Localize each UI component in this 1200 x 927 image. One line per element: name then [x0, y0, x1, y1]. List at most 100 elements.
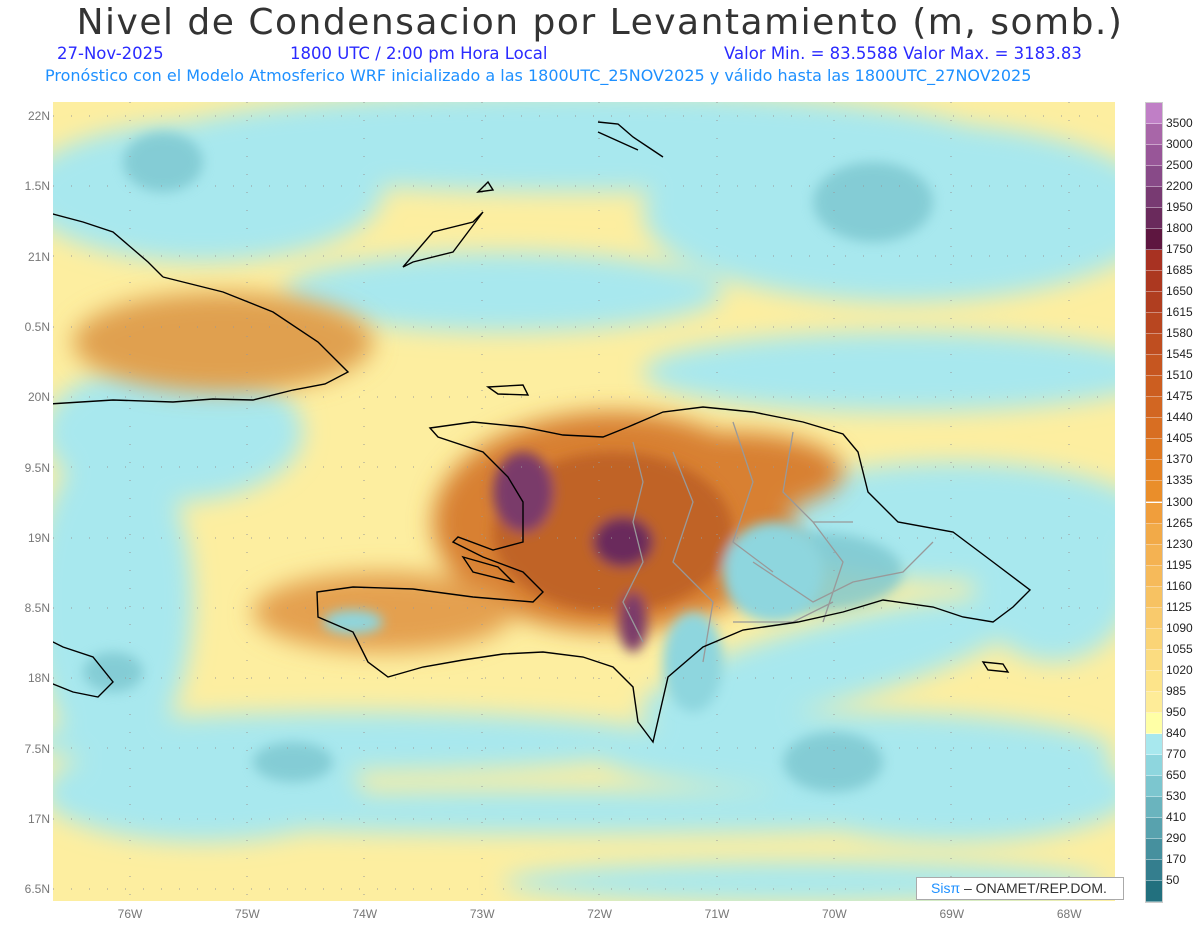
colorbar-label: 770 — [1166, 746, 1187, 761]
lat-tick-label: 6.5N — [24, 882, 50, 897]
colorbar-label: 170 — [1166, 851, 1187, 866]
colorbar-label: 1230 — [1166, 536, 1193, 551]
colorbar-label: 1475 — [1166, 389, 1193, 404]
colorbar-label: 50 — [1166, 872, 1180, 887]
colorbar-label: 1160 — [1166, 578, 1192, 593]
colorbar-swatch — [1146, 838, 1162, 860]
colorbar-swatch — [1146, 733, 1162, 755]
lat-tick-label: 9.5N — [24, 460, 50, 475]
colorbar-label: 1650 — [1166, 284, 1193, 299]
colorbar-label: 1090 — [1166, 620, 1193, 635]
lat-tick-label: 19N — [27, 530, 50, 545]
colorbar-label: 1370 — [1166, 452, 1193, 467]
lat-tick-label: 7.5N — [24, 741, 50, 756]
lat-tick-label: 21N — [27, 249, 50, 264]
min-max-label: Valor Min. = 83.5588 Valor Max. = 3183.8… — [724, 44, 1082, 63]
colorbar-swatch — [1146, 817, 1162, 839]
colorbar — [1145, 102, 1163, 903]
colorbar-swatch — [1146, 628, 1162, 650]
colorbar-label: 650 — [1166, 767, 1187, 782]
colorbar-swatch — [1146, 418, 1162, 440]
colorbar-swatch — [1146, 355, 1162, 377]
colorbar-label: 1300 — [1166, 494, 1193, 509]
colorbar-label: 950 — [1166, 704, 1187, 719]
lat-tick-label: 1.5N — [24, 179, 50, 194]
colorbar-swatch — [1146, 187, 1162, 209]
colorbar-swatch — [1146, 712, 1162, 734]
colorbar-label: 840 — [1166, 725, 1187, 740]
colorbar-swatch — [1146, 397, 1162, 419]
colorbar-label: 1195 — [1166, 557, 1192, 572]
colorbar-swatch — [1146, 691, 1162, 713]
colorbar-swatch — [1146, 544, 1162, 566]
lon-tick-label: 71W — [704, 907, 730, 921]
colorbar-swatch — [1146, 292, 1162, 314]
colorbar-swatch — [1146, 229, 1162, 251]
map-plot — [53, 102, 1115, 901]
colorbar-swatch — [1146, 565, 1162, 587]
colorbar-swatch — [1146, 502, 1162, 524]
colorbar-label: 1685 — [1166, 263, 1193, 278]
colorbar-swatch — [1146, 775, 1162, 797]
colorbar-label: 290 — [1166, 830, 1187, 845]
lon-tick-label: 75W — [235, 907, 260, 921]
lcl-field — [53, 102, 1115, 901]
lon-tick-label: 69W — [939, 907, 965, 921]
colorbar-swatch — [1146, 250, 1162, 272]
lat-tick-label: 20N — [27, 390, 50, 405]
colorbar-swatch — [1146, 796, 1162, 818]
colorbar-label: 1580 — [1166, 326, 1193, 341]
lat-tick-label: 22N — [27, 109, 50, 123]
colorbar-label: 1265 — [1166, 515, 1193, 530]
colorbar-label: 1020 — [1166, 662, 1193, 677]
lon-tick-label: 70W — [822, 907, 847, 921]
colorbar-swatch — [1146, 523, 1162, 545]
colorbar-label: 1615 — [1166, 305, 1193, 320]
colorbar-swatch — [1146, 586, 1162, 608]
colorbar-label: 530 — [1166, 788, 1187, 803]
colorbar-swatch — [1146, 124, 1162, 146]
lat-tick-label: 0.5N — [24, 319, 50, 334]
lat-tick-label: 18N — [27, 671, 50, 686]
forecast-label: Pronóstico con el Modelo Atmosferico WRF… — [45, 66, 1032, 85]
colorbar-label: 1055 — [1166, 641, 1193, 656]
colorbar-label: 1950 — [1166, 200, 1193, 215]
colorbar-swatch — [1146, 313, 1162, 335]
credit-text: – ONAMET/REP.DOM. — [960, 880, 1107, 896]
lon-tick-label: 72W — [587, 907, 612, 921]
lat-tick-label: 8.5N — [24, 601, 50, 616]
colorbar-label: 1750 — [1166, 242, 1193, 257]
colorbar-label: 1440 — [1166, 410, 1193, 425]
colorbar-label: 2200 — [1166, 179, 1193, 194]
colorbar-swatch — [1146, 145, 1162, 167]
colorbar-swatch — [1146, 376, 1162, 398]
time-label: 1800 UTC / 2:00 pm Hora Local — [290, 44, 548, 63]
colorbar-swatch — [1146, 208, 1162, 230]
colorbar-label: 1545 — [1166, 347, 1193, 362]
colorbar-label: 985 — [1166, 683, 1187, 698]
colorbar-swatch — [1146, 880, 1162, 902]
date-label: 27-Nov-2025 — [57, 44, 164, 63]
colorbar-swatch — [1146, 334, 1162, 356]
colorbar-label: 1335 — [1166, 473, 1193, 488]
colorbar-swatch — [1146, 649, 1162, 671]
colorbar-label: 3000 — [1166, 137, 1193, 152]
colorbar-swatch — [1146, 859, 1162, 881]
colorbar-label: 3500 — [1166, 116, 1193, 131]
colorbar-swatch — [1146, 439, 1162, 461]
province-borders — [622, 421, 934, 663]
colorbar-swatch — [1146, 103, 1162, 125]
colorbar-swatch — [1146, 481, 1162, 503]
colorbar-label: 1125 — [1166, 599, 1192, 614]
sispi-logo: Sisπ — [931, 880, 961, 896]
colorbar-label: 410 — [1166, 809, 1187, 824]
coastlines — [53, 121, 1032, 744]
lon-tick-label: 68W — [1056, 907, 1082, 921]
lat-tick-label: 17N — [27, 812, 50, 826]
colorbar-swatch — [1146, 460, 1162, 482]
colorbar-swatch — [1146, 166, 1162, 188]
colorbar-label: 1405 — [1166, 431, 1193, 446]
lon-tick-label: 74W — [352, 907, 378, 921]
lon-tick-label: 76W — [117, 907, 143, 921]
colorbar-label: 2500 — [1166, 158, 1193, 173]
